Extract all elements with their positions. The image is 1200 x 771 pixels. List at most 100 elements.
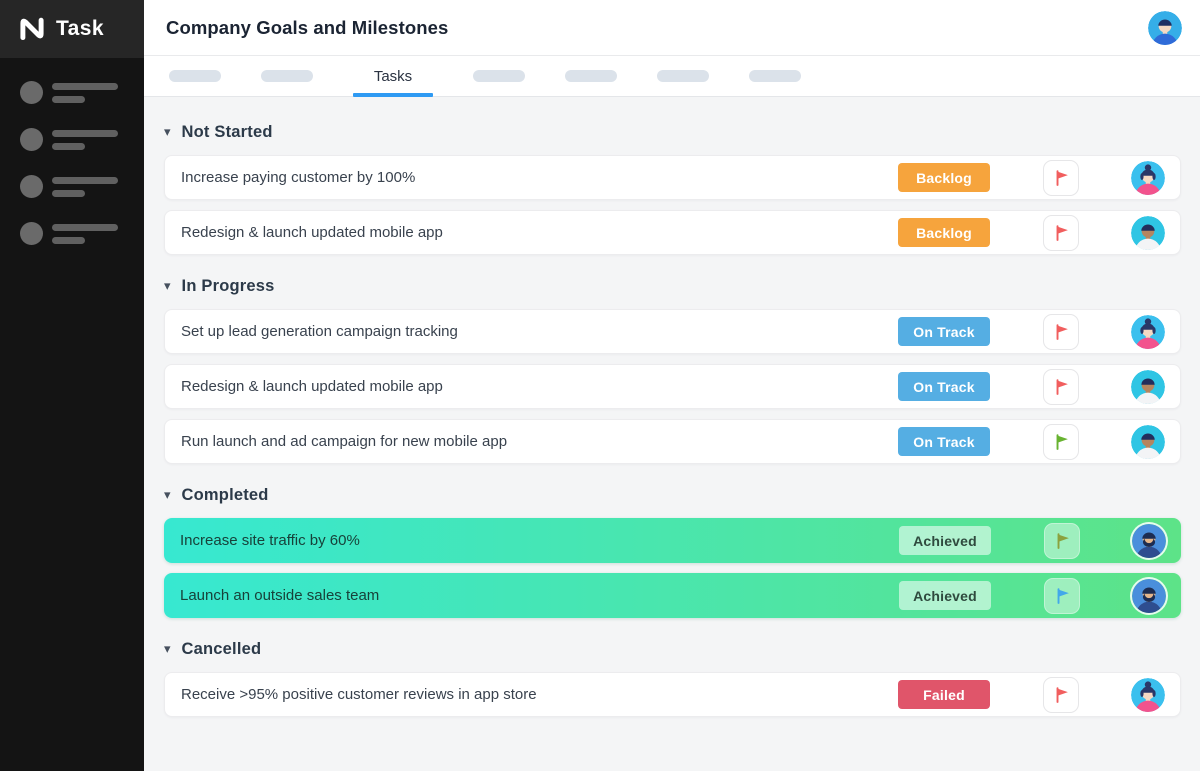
task-row[interactable]: Set up lead generation campaign tracking… (164, 309, 1181, 354)
flag-icon (1056, 323, 1068, 340)
flag-icon (1057, 532, 1069, 549)
task-row[interactable]: Receive >95% positive customer reviews i… (164, 672, 1181, 717)
sidebar-item-avatar-placeholder (20, 175, 43, 198)
section-title: Not Started (181, 122, 273, 141)
topbar: Company Goals and Milestones (144, 0, 1200, 56)
sidebar-item-avatar-placeholder (20, 222, 43, 245)
assignee-avatar[interactable] (1132, 578, 1166, 613)
status-badge[interactable]: Backlog (898, 218, 990, 247)
section-header-not-started[interactable]: ▾ Not Started (164, 121, 1181, 143)
status-badge[interactable]: On Track (898, 372, 990, 401)
task-title: Set up lead generation campaign tracking (181, 323, 458, 340)
ntask-logo-icon (20, 17, 44, 41)
sidebar: Task (0, 0, 144, 771)
tab-bar: Tasks (144, 56, 1200, 97)
section-header-cancelled[interactable]: ▾ Cancelled (164, 638, 1181, 660)
assignee-avatar[interactable] (1131, 215, 1165, 250)
avatar-man-tan-icon (1131, 369, 1165, 404)
sidebar-item-text-placeholder (52, 82, 118, 103)
page-title: Company Goals and Milestones (166, 16, 449, 38)
task-row[interactable]: Redesign & launch updated mobile app On … (164, 364, 1181, 409)
task-row[interactable]: Run launch and ad campaign for new mobil… (164, 419, 1181, 464)
task-title: Launch an outside sales team (180, 587, 380, 604)
avatar-man-tan-icon (1131, 424, 1165, 459)
task-title: Increase site traffic by 60% (180, 532, 360, 549)
tab-placeholder[interactable] (473, 70, 525, 82)
sidebar-item-text-placeholder (52, 223, 118, 244)
tab-tasks-label: Tasks (373, 67, 413, 85)
task-title: Redesign & launch updated mobile app (181, 378, 443, 395)
task-list: ▾ Not Started Increase paying customer by… (144, 97, 1200, 771)
app-logo[interactable]: Task (0, 0, 144, 58)
avatar-woman-pink-icon (1131, 677, 1165, 712)
section-title: Completed (181, 485, 269, 504)
flag-button[interactable] (1043, 676, 1079, 713)
tab-placeholder[interactable] (565, 70, 617, 82)
user-avatar[interactable] (1148, 10, 1182, 45)
tab-placeholder[interactable] (657, 70, 709, 82)
avatar-man-tan-icon (1131, 215, 1165, 250)
flag-icon (1056, 433, 1068, 450)
flag-button[interactable] (1043, 313, 1079, 350)
flag-icon (1056, 224, 1068, 241)
assignee-avatar[interactable] (1131, 369, 1165, 404)
sidebar-nav (0, 58, 144, 245)
status-badge[interactable]: Failed (898, 680, 990, 709)
sidebar-item-text-placeholder (52, 129, 118, 150)
tab-placeholder[interactable] (749, 70, 801, 82)
flag-button[interactable] (1043, 368, 1079, 405)
app-logo-text: Task (56, 17, 104, 40)
section-title: Cancelled (181, 639, 262, 658)
flag-button[interactable] (1044, 522, 1080, 559)
task-title: Increase paying customer by 100% (181, 169, 416, 186)
task-title: Run launch and ad campaign for new mobil… (181, 433, 508, 450)
sidebar-item-text-placeholder (52, 176, 118, 197)
section-title: In Progress (181, 276, 275, 295)
assignee-avatar[interactable] (1131, 160, 1165, 195)
avatar-woman-pink-icon (1131, 314, 1165, 349)
section-header-completed[interactable]: ▾ Completed (164, 484, 1181, 506)
tab-placeholder[interactable] (169, 70, 221, 82)
assignee-avatar[interactable] (1131, 314, 1165, 349)
collapse-chevron-icon[interactable]: ▾ (164, 486, 171, 502)
task-title: Redesign & launch updated mobile app (181, 224, 443, 241)
status-badge[interactable]: On Track (898, 317, 990, 346)
flag-icon (1056, 169, 1068, 186)
collapse-chevron-icon[interactable]: ▾ (164, 277, 171, 293)
status-badge[interactable]: Backlog (898, 163, 990, 192)
assignee-avatar[interactable] (1131, 677, 1165, 712)
avatar-man-beard-icon (1132, 523, 1166, 558)
content-panel: Company Goals and Milestones Tasks ▾ Not… (144, 0, 1200, 771)
task-row[interactable]: Launch an outside sales team Achieved (164, 573, 1181, 618)
avatar-man-beard-icon (1132, 578, 1166, 613)
task-row[interactable]: Redesign & launch updated mobile app Bac… (164, 210, 1181, 255)
flag-icon (1056, 378, 1068, 395)
flag-button[interactable] (1043, 214, 1079, 251)
status-badge[interactable]: Achieved (899, 526, 991, 555)
tab-tasks[interactable]: Tasks (353, 56, 433, 97)
sidebar-item[interactable] (0, 128, 144, 151)
sidebar-item-avatar-placeholder (20, 81, 43, 104)
status-badge[interactable]: On Track (898, 427, 990, 456)
flag-button[interactable] (1043, 423, 1079, 460)
sidebar-item[interactable] (0, 81, 144, 104)
task-row[interactable]: Increase site traffic by 60% Achieved (164, 518, 1181, 563)
task-title: Receive >95% positive customer reviews i… (181, 686, 537, 703)
tab-placeholder[interactable] (261, 70, 313, 82)
avatar-woman-pink-icon (1131, 160, 1165, 195)
task-row[interactable]: Increase paying customer by 100% Backlog (164, 155, 1181, 200)
active-tab-underline (353, 92, 433, 97)
assignee-avatar[interactable] (1132, 523, 1166, 558)
sidebar-item[interactable] (0, 175, 144, 198)
sidebar-item[interactable] (0, 222, 144, 245)
status-badge[interactable]: Achieved (899, 581, 991, 610)
flag-button[interactable] (1043, 159, 1079, 196)
flag-button[interactable] (1044, 577, 1080, 614)
avatar-man-blue-icon (1148, 10, 1182, 45)
assignee-avatar[interactable] (1131, 424, 1165, 459)
collapse-chevron-icon[interactable]: ▾ (164, 123, 171, 139)
section-header-in-progress[interactable]: ▾ In Progress (164, 275, 1181, 297)
sidebar-item-avatar-placeholder (20, 128, 43, 151)
collapse-chevron-icon[interactable]: ▾ (164, 640, 171, 656)
